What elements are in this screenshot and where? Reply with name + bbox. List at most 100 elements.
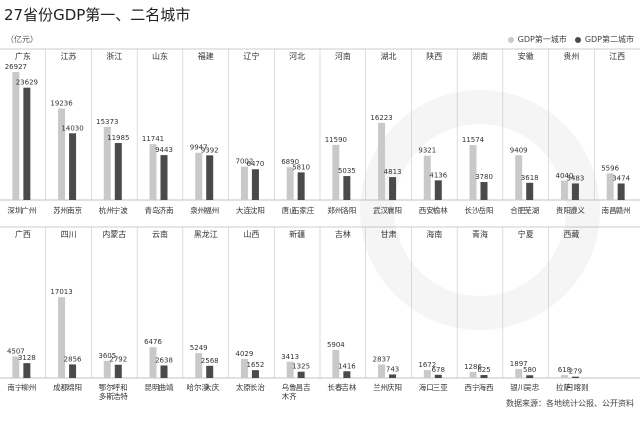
value-label: 3483: [567, 174, 585, 182]
city-label: 多斯: [99, 391, 114, 401]
province-label: 河北: [289, 51, 305, 61]
value-label: 11741: [142, 135, 164, 143]
value-label: 7002: [236, 158, 254, 166]
province-label: 陕西: [426, 51, 442, 61]
city-label: 岳阳: [479, 205, 494, 215]
city-label: 昌吉: [296, 383, 311, 392]
value-label: 1286: [464, 363, 482, 371]
province-label: 安徽: [518, 51, 534, 61]
city-label: 成都: [53, 382, 68, 392]
city-label: 柳州: [21, 382, 36, 392]
chart-title: 27省份GDP第一、二名城市: [4, 6, 191, 24]
city-label: 南昌: [602, 205, 617, 215]
province-label: 西藏: [563, 229, 579, 239]
value-label: 6470: [247, 160, 265, 168]
bar-second-city: [69, 364, 77, 378]
city-label: 西安: [419, 205, 434, 215]
value-label: 11985: [107, 134, 129, 142]
city-label: 昆明: [145, 383, 160, 392]
city-label: 日喀则: [566, 382, 589, 392]
bar-first-city: [103, 360, 111, 378]
city-label: 三亚: [433, 383, 448, 392]
value-label: 11574: [462, 136, 485, 144]
city-label: 鄂尔: [99, 382, 114, 392]
bar-first-city: [240, 358, 248, 378]
legend: GDP第一城市 GDP第二城市: [507, 34, 634, 45]
value-label: 5810: [292, 163, 310, 171]
province-label: 内蒙古: [102, 229, 126, 239]
bar-second-city: [571, 376, 579, 378]
province-label: 广西: [15, 229, 31, 239]
bar-second-city: [526, 375, 534, 378]
city-label: 赣州: [616, 205, 631, 215]
city-label: 呼和: [113, 382, 128, 392]
province-label: 黑龙江: [194, 229, 218, 239]
province-label: 青海: [472, 229, 488, 239]
value-label: 2568: [201, 357, 219, 365]
bar-second-city: [434, 180, 442, 200]
value-label: 1897: [510, 360, 528, 368]
bar-second-city: [23, 363, 31, 378]
province-label: 湖北: [381, 52, 397, 61]
city-label: 南京: [67, 205, 82, 215]
bar-second-city: [297, 172, 305, 200]
value-label: 625: [477, 366, 490, 374]
city-label: 南宁: [7, 382, 22, 392]
value-label: 6476: [144, 338, 162, 346]
city-label: 长沙: [465, 205, 480, 215]
bar-first-city: [378, 364, 386, 378]
city-label: 海口: [419, 382, 434, 392]
value-label: 1325: [292, 363, 310, 371]
city-label: 大连: [236, 205, 251, 215]
bar-second-city: [206, 155, 214, 200]
city-label: 哈尔滨: [186, 382, 209, 392]
bar-second-city: [434, 374, 442, 378]
bar-second-city: [480, 182, 488, 200]
province-label: 新疆: [289, 229, 305, 239]
bar-first-city: [58, 108, 66, 200]
bar-second-city: [206, 365, 214, 378]
value-label: 11590: [325, 136, 347, 144]
city-label: 西宁: [465, 382, 480, 392]
city-label: 郑州: [327, 205, 342, 215]
value-label: 2837: [373, 356, 391, 364]
bar-first-city: [149, 347, 157, 378]
value-label: 3618: [521, 174, 539, 182]
bar-first-city: [469, 144, 477, 200]
city-label: 木齐: [282, 391, 297, 401]
province-label: 贵州: [563, 51, 579, 61]
bar-first-city: [515, 155, 523, 200]
value-label: 9392: [201, 146, 219, 154]
value-label: 5904: [327, 341, 345, 349]
value-label: 14030: [61, 124, 83, 132]
value-label: 3605: [98, 352, 116, 360]
province-label: 宁夏: [518, 229, 534, 239]
value-label: 9443: [155, 146, 173, 154]
bar-first-city: [332, 144, 340, 200]
value-label: 26927: [5, 63, 27, 71]
city-label: 长春: [327, 382, 342, 392]
value-label: 17013: [50, 288, 72, 296]
bar-second-city: [571, 183, 579, 200]
bar-first-city: [195, 353, 203, 378]
value-label: 2856: [64, 355, 82, 363]
city-label: 武汉: [373, 205, 388, 215]
city-label: 海西: [479, 382, 494, 392]
city-label: 芜湖: [524, 205, 539, 215]
city-label: 合肥: [510, 205, 525, 215]
value-label: 9409: [510, 146, 528, 154]
province-label: 湖南: [472, 51, 488, 61]
bar-first-city: [560, 180, 568, 200]
value-label: 5035: [338, 167, 356, 175]
value-label: 1416: [338, 362, 356, 370]
value-label: 2792: [109, 356, 127, 364]
value-label: 6890: [281, 158, 299, 166]
province-label: 吉林: [335, 229, 351, 239]
bar-second-city: [160, 155, 168, 200]
city-label: 洛阳: [341, 205, 356, 215]
province-label: 辽宁: [243, 51, 259, 61]
province-label: 四川: [61, 230, 77, 239]
value-label: 23629: [16, 79, 38, 87]
city-label: 广州: [21, 205, 36, 215]
value-label: 5249: [190, 344, 208, 352]
